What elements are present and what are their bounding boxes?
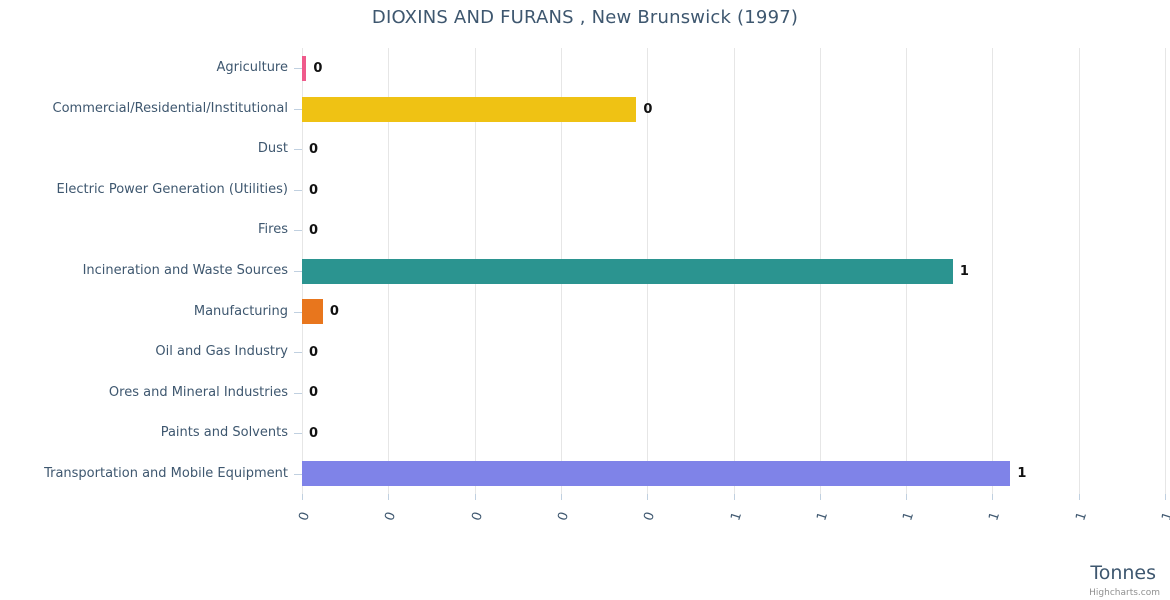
y-axis-tick <box>294 230 302 232</box>
gridline <box>1165 48 1166 494</box>
highcharts-credit: Highcharts.com <box>1089 588 1160 598</box>
bar-series: 0 0 0 0 0 1 0 0 0 0 1 <box>302 48 1165 494</box>
y-axis-category-label: Paints and Solvents <box>160 425 288 441</box>
x-axis-tick <box>992 494 994 500</box>
y-axis-category-label: Incineration and Waste Sources <box>82 263 288 278</box>
y-axis-tick <box>294 271 302 272</box>
gridline <box>992 48 994 494</box>
x-axis-tick-label: 0 <box>382 510 400 523</box>
bar-row[interactable]: 0 <box>302 129 1165 170</box>
x-axis-tick-label: 1 <box>727 510 745 523</box>
bar-value-label: 0 <box>313 61 323 76</box>
y-axis-tick <box>294 68 302 70</box>
bar-row[interactable]: 1 <box>302 251 1165 292</box>
x-axis-tick <box>647 494 649 500</box>
bar[interactable] <box>302 299 323 325</box>
bar-row[interactable]: 0 <box>302 89 1165 130</box>
bar-value-label: 0 <box>329 304 339 320</box>
bar-value-label: 0 <box>309 223 319 239</box>
plot-area: 0 0 0 0 0 1 0 0 0 0 1 <box>302 48 1166 494</box>
x-axis-tick-label: 1 <box>1072 510 1090 523</box>
y-axis-tick <box>294 108 302 110</box>
bar-value-label: 0 <box>643 101 653 117</box>
x-axis-tick-label: 1 <box>900 510 918 523</box>
y-axis-tick <box>294 311 302 313</box>
y-axis-category-label: Electric Power Generation (Utilities) <box>56 181 288 197</box>
y-axis-tick <box>294 433 302 435</box>
y-axis-category-label: Transportation and Mobile Equipment <box>44 465 288 481</box>
y-axis-tick <box>294 189 302 191</box>
x-axis-tick-label: 1 <box>986 510 1004 523</box>
x-axis-tick <box>474 494 476 500</box>
y-axis-category-label: Commercial/Residential/Institutional <box>52 100 289 116</box>
x-axis-tick <box>388 494 390 500</box>
bar-value-label: 0 <box>309 385 319 401</box>
bar-row[interactable]: 0 <box>302 48 1165 89</box>
bar-row[interactable]: 0 <box>302 210 1165 251</box>
bar-row[interactable]: 0 <box>302 170 1165 211</box>
bar-value-label: 0 <box>309 425 319 441</box>
bar-value-label: 0 <box>309 142 319 158</box>
x-axis-title: Tonnes <box>1090 562 1156 584</box>
bar-row[interactable]: 0 <box>302 332 1165 373</box>
chart-title: DIOXINS AND FURANS , New Brunswick (1997… <box>371 7 799 28</box>
bar-value-label: 1 <box>959 263 969 279</box>
bar[interactable] <box>302 258 953 284</box>
bar-value-label: 0 <box>309 344 319 360</box>
x-axis-tick <box>819 494 821 500</box>
y-axis-category-label: Manufacturing <box>193 303 288 319</box>
x-axis-tick-label: 0 <box>641 510 659 523</box>
x-axis-tick-label: 0 <box>468 510 486 523</box>
x-axis-tick <box>302 494 303 500</box>
x-axis-tick <box>906 494 908 500</box>
y-axis-category-label: Fires <box>258 222 288 238</box>
x-axis-tick-label: 1 <box>1159 510 1170 523</box>
y-axis-tick <box>294 149 302 151</box>
x-axis-tick-label: 0 <box>296 510 314 523</box>
y-axis-category-label: Agriculture <box>216 60 289 76</box>
gridline <box>1078 48 1080 494</box>
bar-row[interactable]: 0 <box>302 291 1165 332</box>
y-axis-tick <box>294 352 302 354</box>
x-axis-tick <box>1078 494 1080 500</box>
x-axis-tick <box>1165 494 1166 500</box>
bar-value-label: 0 <box>309 182 319 198</box>
bar[interactable] <box>302 56 307 81</box>
bar-row[interactable]: 0 <box>302 372 1165 413</box>
y-axis-tick <box>294 392 302 394</box>
x-axis-tick-label: 1 <box>814 510 831 523</box>
bar-value-label: 1 <box>1017 466 1027 482</box>
bar-row[interactable]: 0 <box>302 413 1165 454</box>
bar[interactable] <box>302 461 1011 487</box>
y-axis-category-label: Oil and Gas Industry <box>155 344 288 360</box>
y-axis-category-label: Ores and Mineral Industries <box>108 384 288 400</box>
x-axis-tick <box>560 494 562 500</box>
y-axis-tick <box>294 473 302 475</box>
x-axis-tick-label: 0 <box>555 510 573 523</box>
bar[interactable] <box>302 96 637 122</box>
bar-row[interactable]: 1 <box>302 453 1165 494</box>
x-axis-tick <box>733 494 735 500</box>
y-axis-category-label: Dust <box>257 141 288 157</box>
